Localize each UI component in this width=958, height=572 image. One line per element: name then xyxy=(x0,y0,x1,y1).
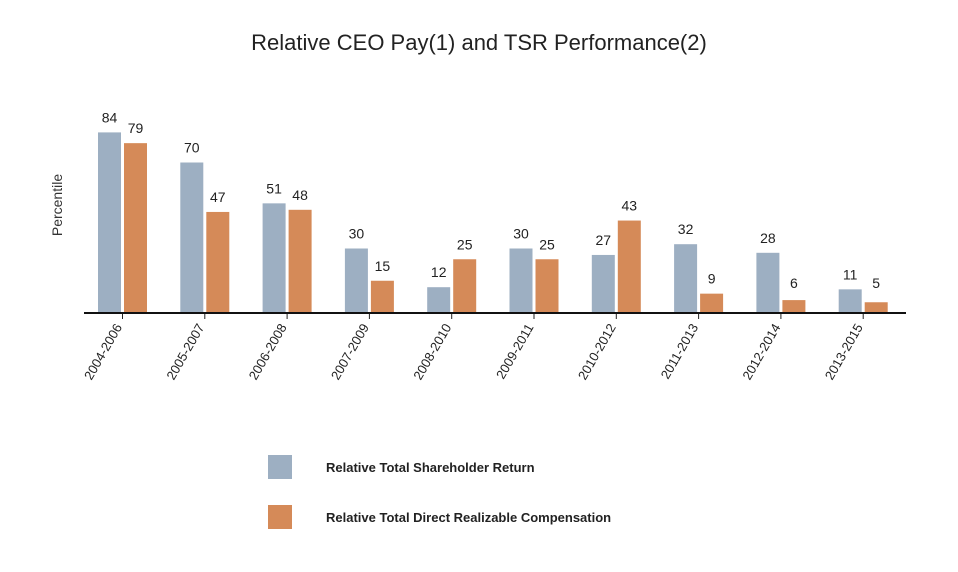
legend-label-tsr: Relative Total Shareholder Return xyxy=(326,459,535,475)
data-label-tsr: 70 xyxy=(184,140,200,156)
x-tick-label: 2012-2014 xyxy=(739,321,783,382)
x-tick-label: 2007-2009 xyxy=(328,321,372,382)
x-tick-label: 2005-2007 xyxy=(163,321,207,382)
x-tick-label: 2009-2011 xyxy=(493,321,537,382)
data-label-tsr: 27 xyxy=(596,232,612,248)
bar-tsr xyxy=(427,287,451,313)
legend-label-compensation: Relative Total Direct Realizable Compens… xyxy=(326,509,612,525)
bar-compensation xyxy=(535,259,559,313)
y-axis-label: Percentile xyxy=(49,174,65,236)
data-label-tsr: 12 xyxy=(431,264,447,280)
data-label-tsr: 28 xyxy=(760,230,776,246)
data-label-compensation: 6 xyxy=(790,275,798,291)
data-label-tsr: 30 xyxy=(349,226,365,242)
data-label-compensation: 9 xyxy=(708,271,716,287)
legend-swatch-compensation xyxy=(268,505,292,529)
data-label-tsr: 11 xyxy=(843,266,858,282)
bar-tsr xyxy=(344,248,368,313)
data-label-compensation: 5 xyxy=(872,275,880,291)
bar-tsr xyxy=(756,252,780,313)
legend: Relative Total Shareholder Return Relati… xyxy=(268,452,611,552)
bar-compensation xyxy=(288,209,312,313)
legend-item-compensation: Relative Total Direct Realizable Compens… xyxy=(268,502,611,532)
bar-tsr xyxy=(838,289,862,313)
data-label-tsr: 84 xyxy=(102,109,118,125)
data-label-compensation: 25 xyxy=(539,236,555,252)
bar-tsr xyxy=(262,203,286,313)
bar-tsr xyxy=(591,254,615,313)
x-tick-label: 2013-2015 xyxy=(822,321,866,382)
data-label-tsr: 30 xyxy=(513,226,529,242)
data-label-tsr: 51 xyxy=(266,180,282,196)
data-label-tsr: 32 xyxy=(678,221,694,237)
bar-tsr xyxy=(674,244,698,313)
bar-compensation xyxy=(782,300,806,313)
bar-tsr xyxy=(509,248,533,313)
bar-chart: 84 79 2004-2006 70 47 2005-2007 51 48 2006-2008 3… xyxy=(49,109,906,382)
bar-tsr xyxy=(98,132,121,313)
x-tick-label: 2010-2012 xyxy=(575,321,619,382)
data-label-compensation: 48 xyxy=(292,187,308,203)
x-tick-label: 2008-2010 xyxy=(410,321,454,382)
x-tick-label: 2004-2006 xyxy=(81,321,125,382)
bar-compensation xyxy=(700,293,724,313)
bar-compensation xyxy=(206,211,230,313)
bar-compensation xyxy=(370,280,394,313)
legend-item-tsr: Relative Total Shareholder Return xyxy=(268,452,611,482)
data-label-compensation: 43 xyxy=(622,198,638,214)
bar-tsr xyxy=(180,162,204,313)
data-label-compensation: 79 xyxy=(128,120,144,136)
bar-compensation xyxy=(864,302,888,313)
bar-compensation xyxy=(124,143,147,313)
data-label-compensation: 25 xyxy=(457,236,473,252)
x-tick-label: 2011-2013 xyxy=(658,321,702,382)
legend-swatch-tsr xyxy=(268,455,292,479)
chart-title: Relative CEO Pay(1) and TSR Performance(… xyxy=(251,30,707,55)
data-label-compensation: 15 xyxy=(375,258,391,274)
bar-compensation xyxy=(617,220,641,313)
data-label-compensation: 47 xyxy=(210,189,226,205)
bar-compensation xyxy=(453,259,477,313)
x-tick-label: 2006-2008 xyxy=(246,321,290,382)
